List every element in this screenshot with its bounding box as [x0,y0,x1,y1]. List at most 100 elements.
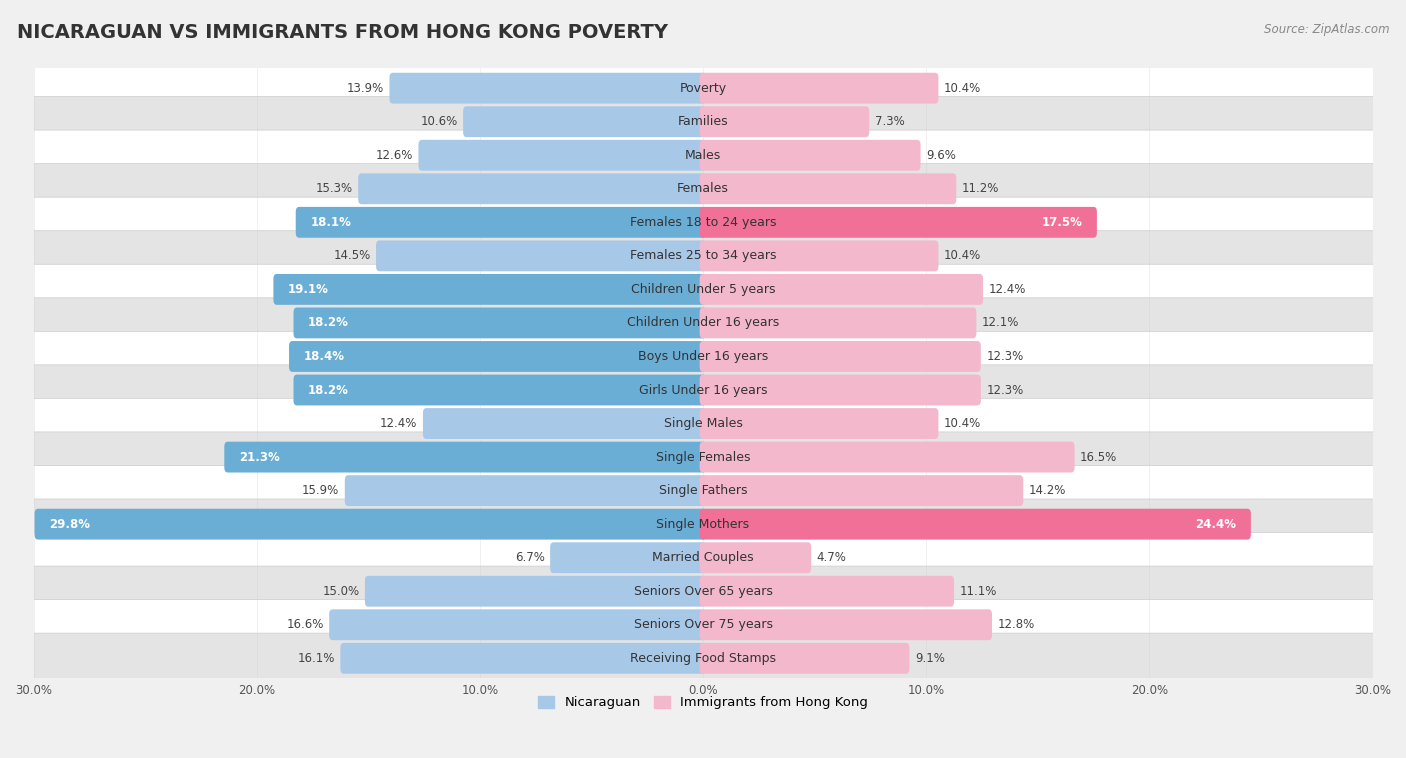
Text: 18.1%: 18.1% [311,216,352,229]
Text: 7.3%: 7.3% [875,115,904,128]
FancyBboxPatch shape [375,240,706,271]
Text: 12.1%: 12.1% [981,316,1019,330]
FancyBboxPatch shape [35,509,706,540]
FancyBboxPatch shape [463,106,706,137]
Text: 10.6%: 10.6% [420,115,457,128]
FancyBboxPatch shape [344,475,706,506]
FancyBboxPatch shape [700,174,956,204]
Text: Females 18 to 24 years: Females 18 to 24 years [630,216,776,229]
Text: 15.0%: 15.0% [322,584,360,598]
FancyBboxPatch shape [700,73,938,104]
Text: 11.1%: 11.1% [960,584,997,598]
Text: Poverty: Poverty [679,82,727,95]
FancyBboxPatch shape [389,73,706,104]
FancyBboxPatch shape [700,643,910,674]
FancyBboxPatch shape [423,408,706,439]
Text: 12.3%: 12.3% [987,384,1024,396]
FancyBboxPatch shape [27,164,1379,214]
FancyBboxPatch shape [340,643,706,674]
FancyBboxPatch shape [290,341,706,372]
Text: Males: Males [685,149,721,161]
FancyBboxPatch shape [329,609,706,641]
Text: Single Fathers: Single Fathers [659,484,747,497]
FancyBboxPatch shape [27,331,1379,381]
FancyBboxPatch shape [366,576,706,606]
FancyBboxPatch shape [700,509,1251,540]
FancyBboxPatch shape [295,207,706,238]
Text: 16.5%: 16.5% [1080,450,1118,464]
FancyBboxPatch shape [700,106,869,137]
FancyBboxPatch shape [700,609,993,641]
FancyBboxPatch shape [27,432,1379,482]
Text: 9.1%: 9.1% [915,652,945,665]
FancyBboxPatch shape [27,96,1379,147]
FancyBboxPatch shape [294,308,706,338]
Text: 6.7%: 6.7% [515,551,544,564]
Text: 13.9%: 13.9% [347,82,384,95]
FancyBboxPatch shape [700,308,976,338]
Text: Girls Under 16 years: Girls Under 16 years [638,384,768,396]
FancyBboxPatch shape [27,230,1379,281]
FancyBboxPatch shape [273,274,706,305]
FancyBboxPatch shape [27,533,1379,583]
FancyBboxPatch shape [700,576,955,606]
Text: 17.5%: 17.5% [1042,216,1083,229]
Text: 21.3%: 21.3% [239,450,280,464]
Text: Seniors Over 65 years: Seniors Over 65 years [634,584,772,598]
FancyBboxPatch shape [27,499,1379,550]
FancyBboxPatch shape [27,265,1379,315]
FancyBboxPatch shape [550,542,706,573]
Text: Single Mothers: Single Mothers [657,518,749,531]
FancyBboxPatch shape [700,139,921,171]
Text: 14.2%: 14.2% [1029,484,1066,497]
Text: 18.2%: 18.2% [308,316,349,330]
Text: Children Under 16 years: Children Under 16 years [627,316,779,330]
Text: Females 25 to 34 years: Females 25 to 34 years [630,249,776,262]
FancyBboxPatch shape [27,298,1379,348]
Text: 12.4%: 12.4% [380,417,418,430]
Text: Single Males: Single Males [664,417,742,430]
Text: Source: ZipAtlas.com: Source: ZipAtlas.com [1264,23,1389,36]
Text: 16.1%: 16.1% [298,652,335,665]
Text: 19.1%: 19.1% [288,283,329,296]
Text: 18.2%: 18.2% [308,384,349,396]
Text: 10.4%: 10.4% [943,249,981,262]
Text: 12.8%: 12.8% [998,619,1035,631]
FancyBboxPatch shape [27,365,1379,415]
FancyBboxPatch shape [359,174,706,204]
Text: 24.4%: 24.4% [1195,518,1236,531]
Text: NICARAGUAN VS IMMIGRANTS FROM HONG KONG POVERTY: NICARAGUAN VS IMMIGRANTS FROM HONG KONG … [17,23,668,42]
FancyBboxPatch shape [700,341,981,372]
FancyBboxPatch shape [700,240,938,271]
FancyBboxPatch shape [700,274,983,305]
FancyBboxPatch shape [27,399,1379,449]
Text: Single Females: Single Females [655,450,751,464]
Text: 12.4%: 12.4% [988,283,1026,296]
Text: Boys Under 16 years: Boys Under 16 years [638,350,768,363]
FancyBboxPatch shape [700,374,981,406]
FancyBboxPatch shape [700,408,938,439]
FancyBboxPatch shape [225,442,706,472]
Text: 12.6%: 12.6% [375,149,413,161]
Text: Females: Females [678,182,728,196]
FancyBboxPatch shape [27,63,1379,114]
FancyBboxPatch shape [27,600,1379,650]
Text: 10.4%: 10.4% [943,417,981,430]
FancyBboxPatch shape [27,197,1379,247]
Text: 11.2%: 11.2% [962,182,1000,196]
Text: 16.6%: 16.6% [287,619,323,631]
FancyBboxPatch shape [700,442,1074,472]
Text: 4.7%: 4.7% [817,551,846,564]
Text: Receiving Food Stamps: Receiving Food Stamps [630,652,776,665]
FancyBboxPatch shape [700,475,1024,506]
Text: 15.9%: 15.9% [302,484,339,497]
Text: 29.8%: 29.8% [49,518,90,531]
Text: 10.4%: 10.4% [943,82,981,95]
FancyBboxPatch shape [27,130,1379,180]
FancyBboxPatch shape [27,633,1379,684]
Legend: Nicaraguan, Immigrants from Hong Kong: Nicaraguan, Immigrants from Hong Kong [533,691,873,715]
Text: 12.3%: 12.3% [987,350,1024,363]
Text: 18.4%: 18.4% [304,350,344,363]
FancyBboxPatch shape [419,139,706,171]
FancyBboxPatch shape [27,566,1379,616]
